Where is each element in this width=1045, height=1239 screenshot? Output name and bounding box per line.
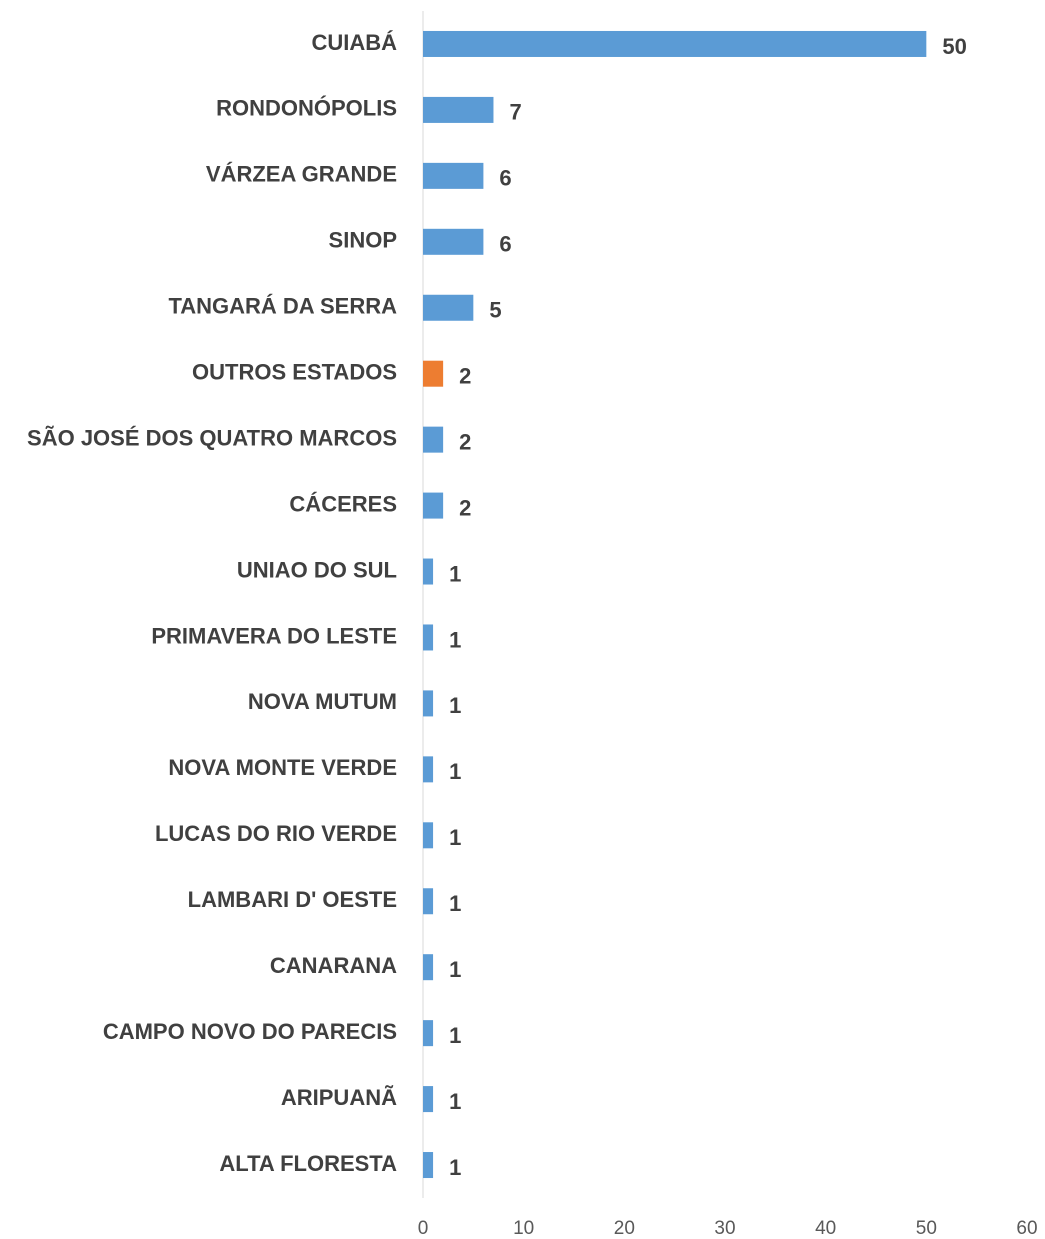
bar <box>423 30 927 57</box>
data-label: 6 <box>499 166 511 191</box>
data-label: 50 <box>942 34 966 59</box>
data-label: 1 <box>449 1023 461 1048</box>
data-label: 1 <box>449 891 461 916</box>
bar <box>423 162 484 189</box>
y-tick-label: SINOP <box>329 228 397 253</box>
data-label: 1 <box>449 759 461 784</box>
bar <box>423 756 434 783</box>
data-label: 1 <box>449 957 461 982</box>
x-tick-label: 40 <box>815 1218 836 1239</box>
data-label: 6 <box>499 232 511 257</box>
bar <box>423 690 434 717</box>
y-tick-label: LAMBARI D' OESTE <box>188 887 397 912</box>
y-tick-label: SÃO JOSÉ DOS QUATRO MARCOS <box>27 425 397 450</box>
x-tick-label: 60 <box>1016 1218 1037 1239</box>
y-tick-label: RONDONÓPOLIS <box>216 96 397 121</box>
y-tick-label: CANARANA <box>270 953 397 978</box>
data-label: 1 <box>449 1089 461 1114</box>
bar <box>423 1086 434 1113</box>
y-tick-label: CAMPO NOVO DO PARECIS <box>103 1019 397 1044</box>
bar <box>423 954 434 981</box>
bar <box>423 624 434 651</box>
bar <box>423 1020 434 1047</box>
bar <box>423 360 444 387</box>
data-label: 5 <box>489 298 501 323</box>
x-tick-label: 20 <box>614 1218 635 1239</box>
data-label: 1 <box>449 825 461 850</box>
data-label: 1 <box>449 693 461 718</box>
y-tick-label: TANGARÁ DA SERRA <box>168 294 397 319</box>
bar <box>423 426 444 453</box>
data-label: 7 <box>509 100 521 125</box>
bar <box>423 96 494 123</box>
bar <box>423 822 434 849</box>
y-tick-label: NOVA MONTE VERDE <box>168 755 397 780</box>
bar <box>423 228 484 255</box>
bar <box>423 888 434 915</box>
data-label: 2 <box>459 495 471 520</box>
x-tick-label: 10 <box>513 1218 534 1239</box>
data-label: 1 <box>449 1155 461 1180</box>
data-label: 1 <box>449 561 461 586</box>
y-tick-label: UNIAO DO SUL <box>237 557 397 582</box>
data-label: 2 <box>459 429 471 454</box>
y-tick-label: LUCAS DO RIO VERDE <box>155 821 397 846</box>
y-tick-label: CÁCERES <box>289 491 397 516</box>
bar <box>423 492 444 519</box>
bar <box>423 294 474 321</box>
bar <box>423 558 434 585</box>
x-tick-label: 30 <box>714 1218 735 1239</box>
y-tick-label: OUTROS ESTADOS <box>192 360 397 385</box>
bar <box>423 1152 434 1179</box>
y-tick-label: NOVA MUTUM <box>248 689 397 714</box>
data-label: 1 <box>449 627 461 652</box>
x-tick-label: 0 <box>418 1218 429 1239</box>
y-tick-label: CUIABÁ <box>311 30 397 55</box>
y-tick-label: ARIPUANÃ <box>281 1085 397 1110</box>
data-label: 2 <box>459 364 471 389</box>
x-tick-label: 50 <box>916 1218 937 1239</box>
y-tick-label: PRIMAVERA DO LESTE <box>151 623 397 648</box>
y-tick-label: VÁRZEA GRANDE <box>206 162 397 187</box>
y-tick-label: ALTA FLORESTA <box>219 1151 397 1176</box>
